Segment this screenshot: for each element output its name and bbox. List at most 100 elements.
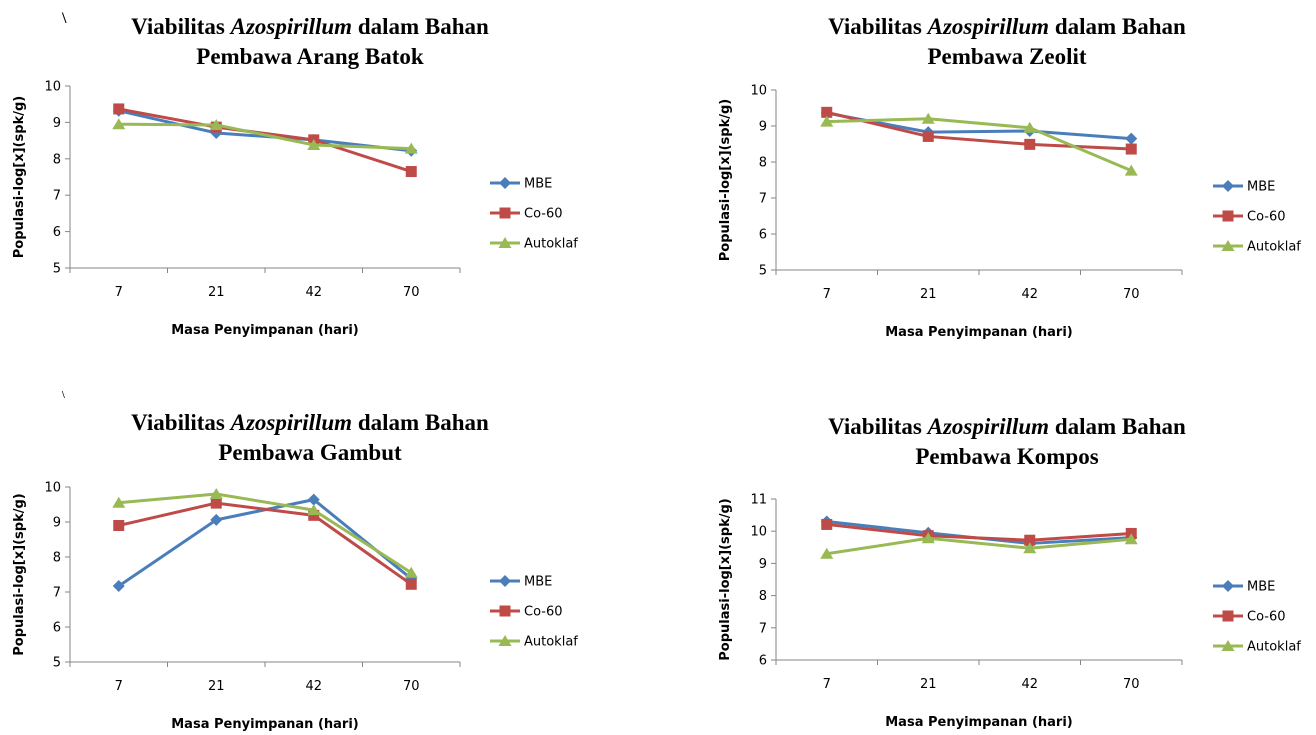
series-autoklaf [820, 532, 1138, 559]
chart-title: Viabilitas Azospirillum dalam Bahan Pemb… [60, 408, 560, 468]
x-tick-label: 7 [115, 285, 123, 300]
legend-label: Autoklaf [524, 237, 578, 252]
x-tick-label: 21 [920, 677, 937, 692]
chart-title-post: dalam Bahan [1049, 14, 1186, 39]
legend-item: MBE [490, 177, 552, 192]
chart-title-pre: Viabilitas [828, 414, 928, 439]
chart-title-pre: Viabilitas [828, 14, 928, 39]
data-point-triangle [1023, 121, 1037, 133]
y-tick-label: 5 [759, 264, 767, 279]
data-point-triangle [112, 496, 126, 508]
x-tick-label: 21 [920, 287, 937, 302]
data-point-triangle [820, 115, 834, 127]
chart-title-post: dalam Bahan [1049, 414, 1186, 439]
y-tick-label: 10 [44, 481, 61, 496]
chart-title-post: dalam Bahan [352, 410, 489, 435]
y-axis-title: Populasi-log[x](spk/g) [12, 493, 27, 655]
x-axis-title: Masa Penyimpanan (hari) [885, 325, 1072, 340]
x-tick-label: 70 [1123, 677, 1140, 692]
legend-item: MBE [1213, 180, 1275, 195]
series-co-60 [113, 103, 417, 178]
data-point-triangle [498, 635, 512, 646]
legend-label: MBE [1247, 580, 1275, 595]
legend-label: MBE [524, 575, 552, 590]
series-autoklaf [112, 118, 418, 154]
legend-label: Autoklaf [524, 635, 578, 650]
data-point-triangle [404, 566, 418, 578]
x-axis-title: Masa Penyimpanan (hari) [171, 323, 358, 338]
x-tick-label: 70 [1123, 287, 1140, 302]
legend-item: Autoklaf [490, 635, 578, 650]
chart-plot-3: 6 7 8 9 10 11 7 21 42 70 Masa Penyimpanan (hari) Po… [718, 493, 1301, 731]
data-point-square [499, 605, 511, 617]
legend-item: Co-60 [1213, 210, 1286, 225]
chart-title: Viabilitas Azospirillum dalam Bahan Pemb… [757, 12, 1257, 72]
x-tick-label: 42 [1021, 677, 1038, 692]
series-line [826, 117, 1132, 173]
series-line [118, 107, 412, 173]
data-point-triangle [307, 504, 321, 516]
data-point-diamond [1222, 580, 1234, 592]
y-tick-label: 5 [53, 656, 61, 671]
y-tick-label: 8 [53, 551, 61, 566]
chart-plot-0: 5 6 7 8 9 10 7 21 42 70 Masa Penyimpanan (hari) Pop… [12, 80, 578, 339]
data-point-square [1222, 210, 1234, 222]
chart-title-italic: Azospirillum [230, 14, 353, 39]
legend-label: Co-60 [1247, 610, 1286, 625]
x-tick-label: 7 [823, 287, 831, 302]
data-point-triangle [209, 488, 223, 499]
data-point-triangle [209, 118, 223, 130]
chart-title-pre: Viabilitas [131, 410, 231, 435]
data-point-triangle [820, 547, 834, 559]
data-point-triangle [921, 532, 935, 544]
x-axis-title: Masa Penyimpanan (hari) [171, 717, 358, 732]
legend-item: Co-60 [490, 605, 563, 620]
data-point-triangle [1221, 640, 1235, 651]
y-tick-label: 11 [750, 493, 767, 508]
y-tick-label: 10 [750, 525, 767, 540]
data-point-square [1024, 534, 1036, 546]
x-tick-label: 42 [1021, 287, 1038, 302]
data-point-triangle [1023, 542, 1037, 554]
data-point-diamond [1125, 132, 1138, 145]
stray-mark: \ [62, 390, 65, 401]
data-point-square [821, 106, 833, 118]
data-point-triangle [1124, 164, 1138, 176]
data-point-triangle [1124, 533, 1138, 545]
x-tick-label: 70 [403, 285, 420, 300]
legend-item: Co-60 [490, 207, 563, 222]
legend-item: Autoklaf [1213, 640, 1301, 655]
x-tick-label: 42 [305, 285, 322, 300]
data-point-square [1024, 138, 1036, 150]
data-point-square [405, 166, 417, 178]
data-point-square [308, 509, 320, 521]
x-tick-label: 7 [823, 677, 831, 692]
data-point-triangle [404, 142, 418, 154]
y-tick-label: 9 [53, 116, 61, 131]
chart-title-italic: Azospirillum [230, 410, 353, 435]
chart-title-line2: Pembawa Gambut [218, 440, 402, 465]
y-tick-label: 9 [759, 120, 767, 135]
data-point-diamond [210, 126, 223, 139]
series-co-60 [821, 106, 1137, 155]
chart-title-line2: Pembawa Zeolit [927, 44, 1087, 69]
y-tick-label: 6 [53, 621, 61, 636]
series-co-60 [113, 497, 417, 590]
legend-label: MBE [524, 177, 552, 192]
series-line [826, 520, 1132, 545]
series-line [118, 492, 413, 575]
legend-item: Autoklaf [490, 237, 578, 252]
y-tick-label: 8 [53, 152, 61, 167]
data-point-triangle [498, 237, 512, 248]
legend-label: Co-60 [524, 207, 563, 222]
legend-item: Co-60 [1213, 610, 1286, 625]
stray-mark: \ [62, 10, 67, 27]
x-tick-label: 42 [305, 679, 322, 694]
x-tick-label: 21 [208, 285, 225, 300]
data-point-square [821, 518, 833, 530]
y-tick-label: 10 [44, 80, 61, 95]
data-point-square [113, 103, 125, 115]
chart-plot-1: 5 6 7 8 9 10 7 21 42 70 Masa Penyimpanan (hari) Pop… [718, 84, 1301, 341]
legend-item: MBE [490, 575, 552, 590]
legend-label: Co-60 [524, 605, 563, 620]
